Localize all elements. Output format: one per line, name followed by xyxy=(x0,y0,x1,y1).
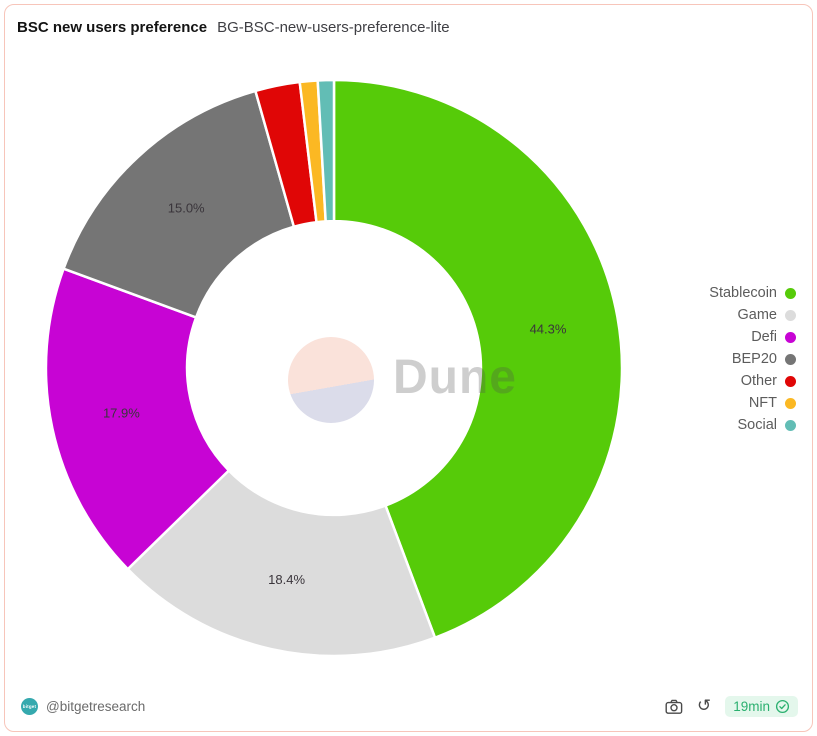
pie-slice-social[interactable] xyxy=(316,78,336,223)
refresh-age-text: 19min xyxy=(733,699,770,714)
pie-slice-game[interactable] xyxy=(126,469,437,658)
legend-item-game[interactable]: Game xyxy=(709,307,796,323)
legend-color-dot xyxy=(785,287,796,299)
legend-color-dot xyxy=(785,309,796,321)
legend-label: Defi xyxy=(751,329,777,345)
legend-color-dot xyxy=(785,353,796,365)
legend-item-stablecoin[interactable]: Stablecoin xyxy=(709,285,796,301)
pie-slice-bep20[interactable] xyxy=(62,89,296,319)
footer-author: bitget @bitgetresearch xyxy=(21,698,145,715)
slice-percent-label-bep20: 15.0% xyxy=(168,201,205,216)
legend-label: BEP20 xyxy=(731,351,777,367)
legend-label: NFT xyxy=(748,395,777,411)
legend-item-other[interactable]: Other xyxy=(709,373,796,389)
author-handle[interactable]: @bitgetresearch xyxy=(46,699,146,714)
legend-label: Game xyxy=(737,307,778,323)
legend-color-dot xyxy=(785,331,796,343)
slice-percent-label-game: 18.4% xyxy=(268,572,305,587)
donut-chart[interactable]: 44.3% 18.4% 17.9% 15.0% xyxy=(5,5,814,733)
chart-subtitle: BG-BSC-new-users-preference-lite xyxy=(217,19,450,36)
pie-slice-stablecoin[interactable] xyxy=(332,78,624,639)
chart-title: BSC new users preference xyxy=(17,19,208,36)
legend-color-dot xyxy=(785,397,796,409)
check-circle-icon xyxy=(775,699,790,714)
legend-item-bep20[interactable]: BEP20 xyxy=(709,351,796,367)
chart-header: BSC new users preference BG-BSC-new-users… xyxy=(17,19,800,37)
slice-percent-label-defi: 17.9% xyxy=(103,405,140,420)
legend-color-dot xyxy=(785,419,796,431)
refresh-icon: ↺ xyxy=(696,696,712,716)
footer-actions: ↺ 19min xyxy=(665,696,798,717)
legend-label: Stablecoin xyxy=(709,285,777,301)
bitget-avatar-icon[interactable]: bitget xyxy=(21,698,38,715)
legend-color-dot xyxy=(785,375,796,387)
screenshot-button[interactable] xyxy=(665,698,683,715)
chart-legend: Stablecoin Game Defi BEP20 Other NFT Social xyxy=(709,285,796,439)
refresh-button[interactable]: ↺ xyxy=(697,698,711,715)
legend-item-social[interactable]: Social xyxy=(709,417,796,433)
footer-bar: bitget @bitgetresearch ↺ 19min xyxy=(21,696,798,717)
legend-label: Other xyxy=(740,373,777,389)
refresh-age-badge[interactable]: 19min xyxy=(725,696,798,717)
legend-label: Social xyxy=(737,417,778,433)
chart-card: BSC new users preference BG-BSC-new-users… xyxy=(4,4,813,732)
legend-item-defi[interactable]: Defi xyxy=(709,329,796,345)
legend-item-nft[interactable]: NFT xyxy=(709,395,796,411)
camera-icon xyxy=(665,699,683,714)
pie-slice-defi[interactable] xyxy=(44,267,231,571)
slice-percent-label-stablecoin: 44.3% xyxy=(530,321,567,336)
